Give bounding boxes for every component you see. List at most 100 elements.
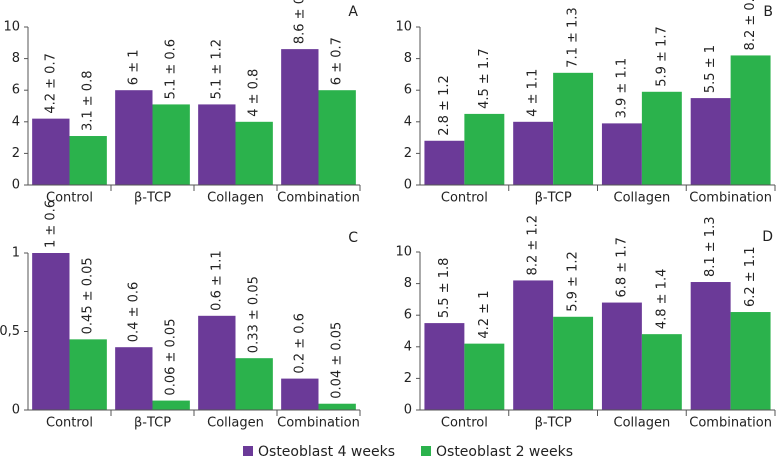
bar	[601, 302, 642, 410]
bar	[152, 104, 190, 185]
bar	[235, 358, 273, 410]
bar	[198, 104, 236, 185]
legend-label: Osteoblast 4 weeks	[258, 444, 395, 460]
value-label: 4.2 ± 0.7	[43, 53, 58, 114]
bar	[318, 403, 356, 410]
bar	[513, 121, 554, 185]
y-tick-label: 6	[404, 308, 412, 323]
value-label: 5.9 ± 1.7	[654, 26, 669, 87]
x-tick-label: Control	[46, 416, 93, 431]
value-label: 5.9 ± 1.2	[566, 251, 581, 312]
value-label: 8.2 ± 0.7	[743, 0, 758, 50]
x-tick-label: β-TCP	[535, 191, 572, 206]
legend-swatch	[243, 446, 253, 456]
value-label: 5.5 ± 1.8	[437, 258, 452, 319]
x-tick-label: Combination	[689, 191, 772, 206]
value-label: 4 ± 0.8	[247, 69, 262, 117]
value-label: 0.2 ± 0.6	[292, 313, 307, 374]
legend-label: Osteoblast 2 weeks	[436, 444, 573, 460]
x-tick-label: Collagen	[614, 416, 671, 431]
value-label: 2.8 ± 1.2	[437, 75, 452, 136]
value-label: 5.5 ± 1	[703, 45, 718, 93]
value-label: 4 ± 1.1	[526, 69, 541, 117]
x-tick-label: Collagen	[614, 191, 671, 206]
bar	[464, 113, 505, 185]
x-tick-label: Combination	[277, 416, 360, 431]
bar	[32, 118, 70, 185]
bar	[690, 282, 731, 410]
y-tick-label: 10	[395, 245, 412, 260]
bar	[115, 347, 153, 410]
value-label: 0.33 ± 0.05	[247, 276, 262, 353]
bar	[464, 343, 505, 410]
bar	[730, 312, 771, 410]
y-tick-label: 1	[12, 246, 20, 261]
y-tick-label: 4	[404, 114, 412, 129]
bar	[235, 121, 273, 185]
bar	[32, 253, 70, 410]
value-label: 6.8 ± 1.7	[614, 237, 629, 298]
x-tick-label: Control	[441, 416, 488, 431]
y-tick-label: 2	[404, 371, 412, 386]
bar	[424, 140, 465, 185]
bar	[601, 123, 642, 185]
bar	[69, 339, 107, 410]
y-tick-label: 2	[12, 146, 20, 161]
bar	[152, 400, 190, 410]
panel-label: B	[763, 4, 773, 20]
panel-label: D	[762, 229, 773, 245]
y-tick-label: 8	[12, 51, 20, 66]
value-label: 4.2 ± 1	[477, 291, 492, 339]
y-tick-label: 4	[12, 114, 20, 129]
bar	[690, 98, 731, 185]
y-tick-label: 10	[395, 20, 412, 35]
y-tick-label: 4	[404, 339, 412, 354]
value-label: 1 ± 0.6	[43, 200, 58, 248]
x-tick-label: Combination	[689, 416, 772, 431]
value-label: 0.04 ± 0.05	[330, 322, 345, 399]
value-label: 6.2 ± 1.1	[743, 247, 758, 308]
panel-label: C	[348, 230, 358, 246]
x-tick-label: Control	[46, 191, 93, 206]
y-tick-label: 6	[12, 83, 20, 98]
y-tick-label: 2	[404, 146, 412, 161]
value-label: 3.9 ± 1.1	[614, 58, 629, 119]
legend-swatch	[421, 446, 431, 456]
value-label: 8.2 ± 1.2	[526, 215, 541, 276]
x-tick-label: Combination	[277, 191, 360, 206]
y-tick-label: 0	[12, 178, 20, 193]
bar	[641, 91, 682, 185]
value-label: 0.4 ± 0.6	[126, 282, 141, 343]
value-label: 5.1 ± 1.2	[209, 39, 224, 100]
value-label: 6 ± 0.7	[330, 37, 345, 85]
y-tick-label: 8	[404, 51, 412, 66]
y-tick-label: 8	[404, 276, 412, 291]
bar	[641, 334, 682, 410]
bar	[281, 378, 319, 410]
x-tick-label: Collagen	[207, 416, 264, 431]
value-label: 3.1 ± 0.8	[81, 71, 96, 132]
panel-label: A	[348, 4, 358, 20]
bar	[730, 55, 771, 185]
value-label: 0.06 ± 0.05	[164, 319, 179, 396]
x-tick-label: β-TCP	[535, 416, 572, 431]
bar	[553, 316, 594, 410]
y-tick-label: 0,5	[0, 324, 20, 339]
x-tick-label: Collagen	[207, 191, 264, 206]
y-tick-label: 0	[12, 403, 20, 418]
value-label: 0.6 ± 1.1	[209, 250, 224, 311]
value-label: 8.6 ± 0.9	[292, 0, 307, 44]
y-tick-label: 10	[3, 20, 20, 35]
y-tick-label: 0	[404, 403, 412, 418]
value-label: 4.5 ± 1.7	[477, 48, 492, 109]
bar	[513, 280, 554, 410]
x-tick-label: β-TCP	[134, 191, 171, 206]
bar	[318, 90, 356, 185]
value-label: 8.1 ± 1.3	[703, 217, 718, 278]
value-label: 0.45 ± 0.05	[81, 257, 96, 334]
y-tick-label: 6	[404, 83, 412, 98]
value-label: 6 ± 1	[126, 49, 141, 85]
value-label: 4.8 ± 1.4	[654, 269, 669, 330]
value-label: 5.1 ± 0.6	[164, 39, 179, 100]
